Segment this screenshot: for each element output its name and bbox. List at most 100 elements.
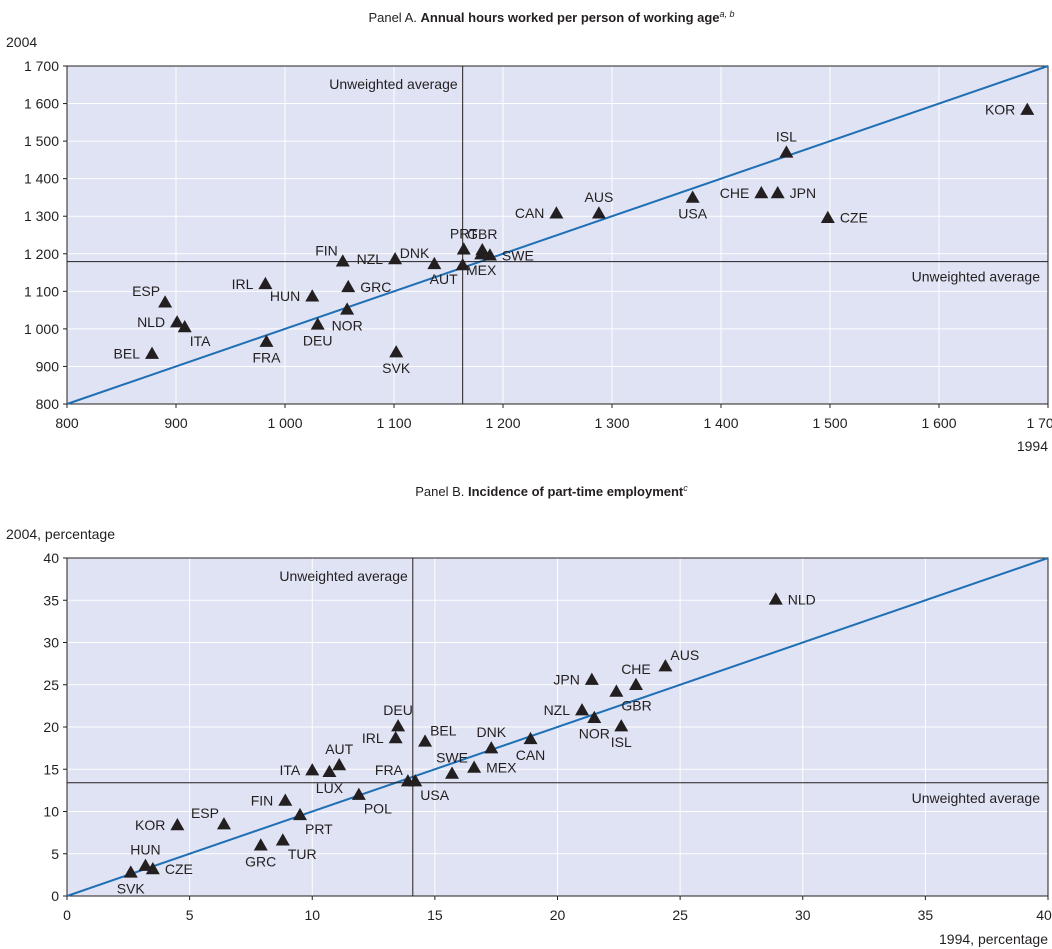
y-tick-label: 1 200 (24, 246, 59, 262)
point-label-mex: MEX (486, 760, 517, 776)
point-label-lux: LUX (316, 780, 344, 796)
x-tick-label: 30 (795, 907, 811, 923)
data-point-bel (145, 346, 160, 359)
point-label-fin: FIN (251, 793, 274, 809)
point-label-usa: USA (678, 205, 707, 221)
data-point-aus (591, 206, 606, 219)
point-label-kor: KOR (985, 102, 1015, 118)
y-axis-title: 2004 (6, 34, 37, 50)
point-label-ita: ITA (190, 333, 211, 349)
data-point-bel (418, 734, 433, 747)
diagonal-line (66, 557, 1049, 897)
point-label-can: CAN (515, 205, 545, 221)
data-point-ita (305, 763, 320, 776)
y-tick-label: 15 (43, 761, 59, 777)
panel-title: Panel A. Annual hours worked per person … (368, 9, 734, 25)
diagonal-line (66, 65, 1049, 405)
point-label-prt: PRT (450, 225, 478, 241)
x-tick-label: 40 (1036, 907, 1052, 923)
data-point-prt (456, 242, 471, 255)
data-point-usa (685, 190, 700, 203)
data-point-deu (391, 719, 406, 732)
data-point-nzl (388, 252, 403, 265)
y-tick-label: 40 (43, 550, 59, 566)
point-label-can: CAN (516, 747, 546, 763)
point-label-bel: BEL (114, 346, 141, 362)
point-label-ita: ITA (280, 762, 301, 778)
point-label-deu: DEU (383, 702, 413, 718)
data-point-swe (445, 766, 460, 779)
avg-label-vertical: Unweighted average (329, 76, 458, 92)
x-axis-title: 1994 (1017, 438, 1048, 454)
point-label-che: CHE (720, 185, 750, 201)
x-tick-label: 1 200 (485, 415, 520, 431)
data-point-esp (216, 817, 231, 830)
point-label-swe: SWE (502, 247, 534, 263)
point-label-isl: ISL (611, 734, 632, 750)
point-label-nor: NOR (579, 726, 610, 742)
x-tick-label: 0 (63, 907, 71, 923)
x-tick-label: 1 400 (703, 415, 738, 431)
data-point-usa (408, 774, 423, 787)
point-label-cze: CZE (840, 210, 868, 226)
x-tick-label: 15 (427, 907, 443, 923)
data-point-fin (278, 793, 293, 806)
y-axis-title: 2004, percentage (6, 526, 115, 542)
y-tick-label: 1 500 (24, 133, 59, 149)
point-label-jpn: JPN (553, 672, 579, 688)
y-tick-label: 900 (36, 358, 60, 374)
point-label-fra: FRA (252, 350, 281, 366)
x-tick-label: 900 (164, 415, 188, 431)
panel-title-superscript: a, b (720, 9, 735, 19)
data-point-nzl (575, 703, 590, 716)
y-tick-label: 1 400 (24, 171, 59, 187)
point-label-gbr: GBR (467, 226, 497, 242)
data-point-che (628, 677, 643, 690)
x-tick-label: 10 (304, 907, 320, 923)
point-label-pol: POL (364, 801, 392, 817)
panel-title: Panel B. Incidence of part-time employme… (415, 483, 688, 499)
data-point-kor (1020, 102, 1035, 115)
y-tick-label: 25 (43, 677, 59, 693)
point-label-nzl: NZL (544, 702, 571, 718)
point-label-fra: FRA (375, 762, 404, 778)
point-label-esp: ESP (191, 805, 219, 821)
x-tick-label: 1 500 (812, 415, 847, 431)
point-label-dnk: DNK (400, 245, 430, 261)
data-point-can (523, 731, 538, 745)
y-tick-label: 1 000 (24, 321, 59, 337)
data-point-cze (145, 861, 160, 875)
x-tick-label: 35 (918, 907, 934, 923)
panel-title-text: Annual hours worked per person of workin… (420, 10, 719, 25)
point-label-aut: AUT (325, 741, 353, 757)
point-label-cze: CZE (165, 861, 193, 877)
x-tick-label: 1 700 (1026, 415, 1052, 431)
point-label-esp: ESP (132, 283, 160, 299)
point-label-irl: IRL (232, 276, 254, 292)
point-label-dnk: DNK (477, 724, 507, 740)
y-tick-label: 0 (51, 888, 59, 904)
data-point-che (754, 185, 769, 199)
data-point-nld (170, 315, 185, 328)
point-label-aut: AUT (430, 271, 458, 287)
data-point-cze (820, 210, 835, 223)
point-label-aus: AUS (670, 647, 699, 663)
point-label-svk: SVK (117, 880, 146, 896)
data-point-fin (335, 254, 350, 267)
y-tick-label: 30 (43, 635, 59, 651)
point-label-usa: USA (420, 787, 449, 803)
data-point-nld (768, 592, 783, 605)
data-point-dnk (427, 256, 442, 270)
point-label-nld: NLD (137, 314, 165, 330)
point-label-kor: KOR (135, 817, 165, 833)
data-point-svk (389, 345, 404, 358)
x-axis-title: 1994, percentage (939, 931, 1048, 947)
y-tick-label: 20 (43, 719, 59, 735)
data-point-irl (388, 730, 403, 744)
panel-b: Panel B. Incidence of part-time employme… (6, 483, 1052, 947)
x-tick-label: 1 100 (376, 415, 411, 431)
y-tick-label: 1 700 (24, 58, 59, 74)
y-tick-label: 5 (51, 846, 59, 862)
point-label-isl: ISL (776, 128, 797, 144)
data-point-dnk (484, 741, 499, 754)
